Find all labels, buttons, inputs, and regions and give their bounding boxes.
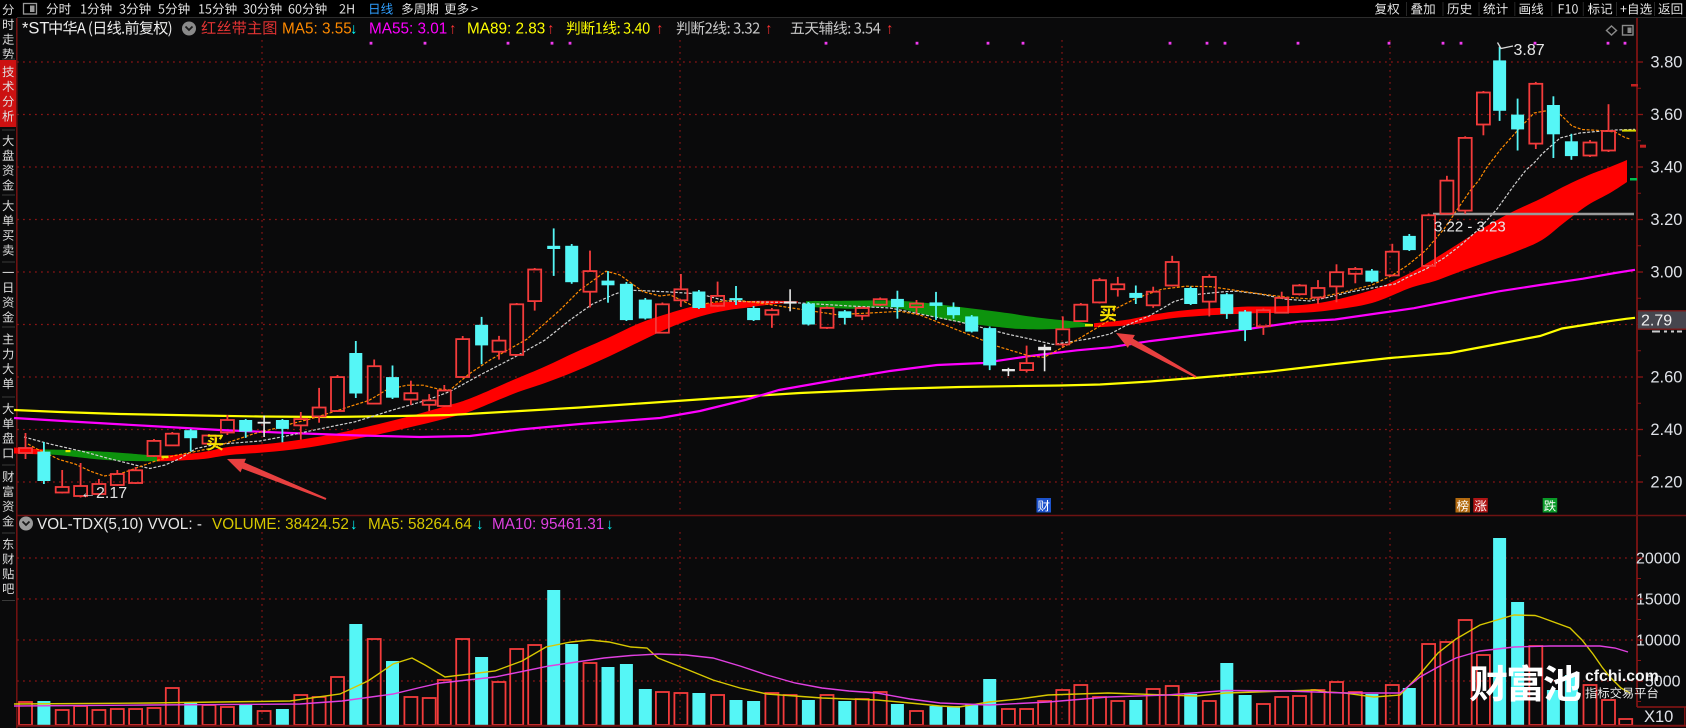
svg-text:15000: 15000 <box>1636 592 1681 609</box>
svg-text:3.22 - 3.23: 3.22 - 3.23 <box>1434 219 1506 236</box>
svg-text:↓: ↓ <box>476 516 484 533</box>
svg-text:10000: 10000 <box>1636 633 1681 650</box>
svg-text:3.80: 3.80 <box>1650 54 1682 72</box>
svg-text:MA55: 3.01: MA55: 3.01 <box>369 21 447 38</box>
svg-text:↑: ↑ <box>765 21 773 38</box>
svg-text:5000: 5000 <box>1645 674 1681 691</box>
svg-text:3.87: 3.87 <box>1514 42 1545 59</box>
svg-text:2.20: 2.20 <box>1650 474 1682 492</box>
svg-text:↓: ↓ <box>350 21 358 38</box>
svg-text:MA5: 58264.64: MA5: 58264.64 <box>368 516 472 533</box>
svg-text:cfchi.com: cfchi.com <box>1585 668 1659 685</box>
svg-text:*ST: *ST <box>22 20 50 38</box>
svg-text:3.00: 3.00 <box>1650 264 1682 282</box>
svg-text:MA10: 95461.31: MA10: 95461.31 <box>492 516 604 533</box>
svg-text:X10: X10 <box>1644 708 1673 726</box>
svg-text:↑: ↑ <box>656 21 664 38</box>
svg-text:3.20: 3.20 <box>1650 211 1682 229</box>
svg-text:↑: ↑ <box>547 21 555 38</box>
svg-text:2.60: 2.60 <box>1650 369 1682 387</box>
svg-text:←2.17: ←2.17 <box>80 485 127 502</box>
svg-text:↑: ↑ <box>886 21 894 38</box>
svg-text:VOL-TDX(5,10) VVOL: -: VOL-TDX(5,10) VVOL: - <box>37 516 202 533</box>
svg-text:20000: 20000 <box>1636 551 1681 568</box>
svg-text:2.79: 2.79 <box>1641 313 1672 330</box>
svg-text:VOLUME: 38424.52: VOLUME: 38424.52 <box>212 516 349 533</box>
svg-text:3.60: 3.60 <box>1650 106 1682 124</box>
svg-text:MA5: 3.55: MA5: 3.55 <box>282 21 352 38</box>
svg-text:↓: ↓ <box>350 516 358 533</box>
svg-text:2.40: 2.40 <box>1650 421 1682 439</box>
svg-text:3.40: 3.40 <box>1650 159 1682 177</box>
svg-text:MA89: 2.83: MA89: 2.83 <box>467 21 545 38</box>
svg-text:↓: ↓ <box>606 516 614 533</box>
svg-text:↑: ↑ <box>449 21 457 38</box>
